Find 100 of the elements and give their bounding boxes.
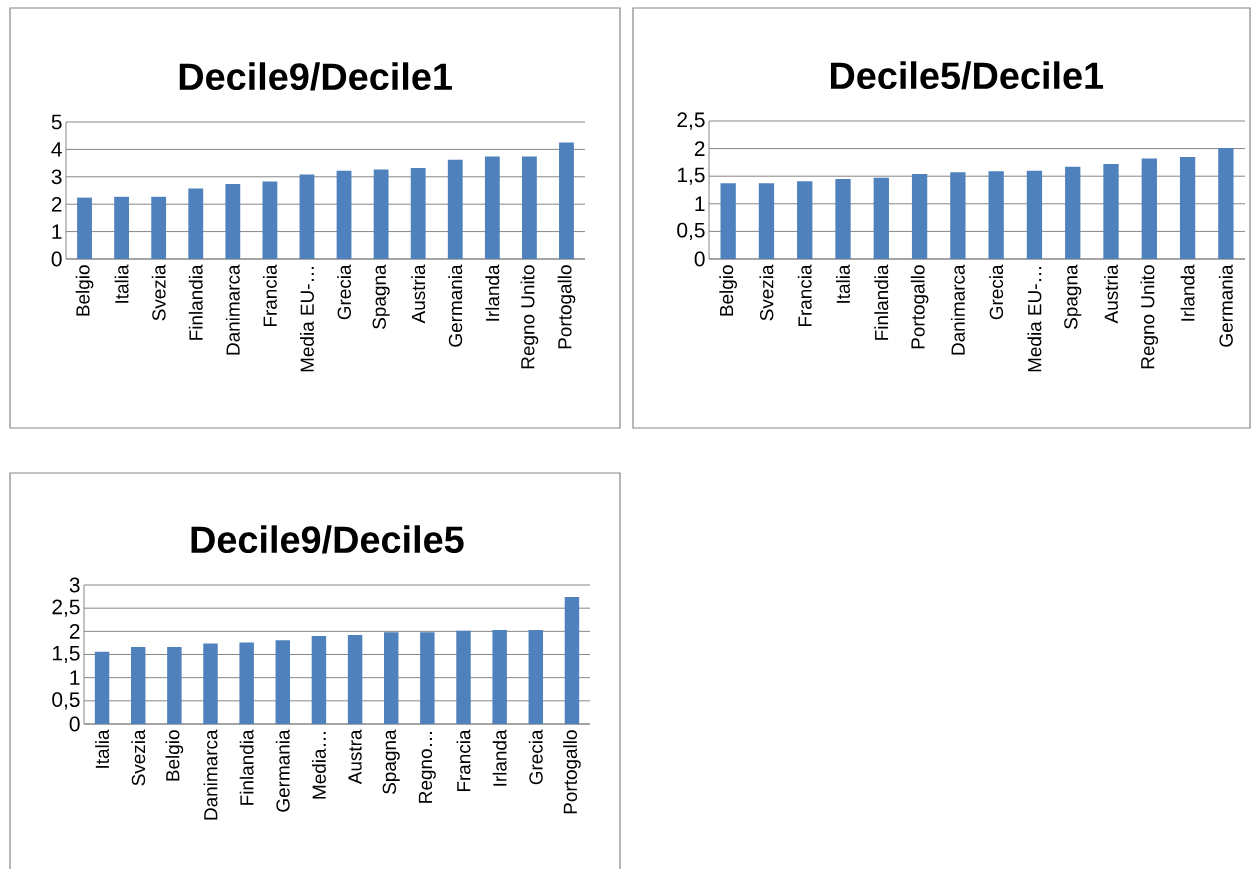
y-tick-label: 5: [51, 114, 62, 130]
x-tick-label: Danimarca: [225, 264, 240, 355]
bar: [188, 188, 204, 259]
x-tick-label: Media EU-…: [1027, 267, 1042, 372]
x-tick-label: Regno Unito: [1140, 265, 1159, 369]
y-tick-label: 3: [51, 169, 62, 185]
bar: [1218, 148, 1234, 259]
x-tick-label: Portogallo: [910, 265, 929, 349]
bar: [528, 629, 544, 724]
bar: [336, 170, 352, 259]
bar: [950, 172, 966, 259]
bar: [758, 183, 775, 259]
y-tick-label: 1,5: [52, 645, 80, 664]
x-tick-label: Austria: [411, 264, 426, 324]
x-tick-label: Belgio: [165, 730, 184, 781]
x-tick-label: Finlandia: [188, 264, 203, 340]
x-tick-label: Svezia: [151, 264, 166, 321]
chart-title: Decile5/Decile1: [830, 61, 1104, 90]
bar: [262, 181, 278, 259]
y-tick-label: 0: [51, 251, 62, 267]
bar: [299, 174, 315, 259]
y-tick-label: 0,5: [52, 692, 80, 710]
x-tick-label: Austria: [1104, 264, 1118, 324]
bar: [911, 173, 928, 259]
x-tick-label: Irlanda: [492, 729, 507, 786]
bar: [873, 177, 889, 259]
x-tick-label: Italia: [836, 264, 850, 303]
y-tick-label: 2: [69, 624, 80, 639]
bar: [835, 178, 851, 259]
chart-title: Decile9/Decile5: [191, 525, 464, 554]
y-tick-label: 2: [694, 141, 705, 156]
bar: [492, 629, 507, 724]
x-tick-label: Finlandia: [239, 729, 254, 805]
bar: [347, 635, 363, 724]
bar: [239, 642, 254, 724]
x-tick-label: Svezia: [131, 729, 146, 786]
bar: [130, 647, 146, 724]
bar: [420, 632, 435, 724]
x-tick-label: Grecia: [989, 264, 1004, 320]
bar: [1141, 158, 1157, 259]
x-tick-label: Svezia: [759, 264, 774, 321]
bar: [203, 643, 218, 724]
x-tick-label: Portogallo: [563, 730, 581, 814]
bar: [94, 651, 110, 724]
y-tick-label: 1: [695, 196, 705, 211]
x-tick-label: Francia: [262, 264, 277, 327]
bar: [988, 171, 1004, 259]
y-tick-label: 1: [70, 670, 80, 685]
x-tick-label: Belgio: [75, 265, 94, 316]
x-tick-label: Spagna: [372, 264, 390, 329]
y-tick-label: 2,5: [677, 112, 705, 130]
y-tick-label: 0: [69, 716, 80, 732]
x-tick-label: Francia: [456, 729, 471, 792]
bar: [521, 156, 537, 259]
x-tick-label: Belgio: [719, 265, 737, 316]
x-tick-label: Germania: [275, 729, 290, 812]
bar: [797, 181, 813, 259]
y-tick-label: 2,5: [52, 599, 80, 617]
bar: [456, 630, 471, 724]
x-tick-label: Media…: [311, 732, 326, 799]
x-tick-label: Austra: [348, 729, 362, 785]
bar: [1026, 170, 1043, 259]
bar: [151, 196, 167, 259]
bar: [311, 635, 327, 724]
y-tick-label: 0: [694, 251, 705, 267]
x-tick-label: Spagna: [382, 729, 400, 794]
bar: [383, 632, 399, 724]
bar: [225, 183, 241, 259]
x-tick-label: Grecia: [528, 729, 543, 785]
x-tick-label: Germania: [448, 264, 463, 347]
bar: [1179, 156, 1196, 259]
y-tick-label: 4: [51, 142, 62, 157]
x-tick-label: Grecia: [337, 264, 351, 320]
bar: [720, 183, 736, 259]
x-tick-label: Germania: [1218, 264, 1233, 347]
x-tick-label: Danimarca: [950, 264, 965, 355]
y-tick-label: 3: [69, 577, 80, 593]
y-tick-label: 1: [52, 224, 62, 239]
bar: [484, 156, 500, 259]
x-tick-label: Portogallo: [557, 265, 576, 349]
y-tick-label: 1,5: [678, 167, 705, 185]
bar: [559, 142, 574, 259]
y-tick-label: 2: [51, 196, 62, 212]
bar: [1103, 164, 1119, 259]
x-tick-label: Spagna: [1064, 264, 1082, 329]
x-tick-label: Danimarca: [203, 729, 218, 820]
x-tick-label: Italia: [114, 264, 129, 303]
x-tick-label: Irlanda: [485, 264, 500, 321]
bar: [167, 647, 182, 724]
bar: [77, 197, 92, 259]
x-tick-label: Italia: [95, 729, 110, 768]
x-tick-label: Irlanda: [1180, 264, 1195, 321]
bar: [373, 169, 389, 259]
bar: [564, 597, 580, 724]
bar: [447, 159, 463, 259]
bar: [410, 168, 426, 259]
x-tick-label: Regno…: [418, 732, 436, 803]
x-tick-label: Francia: [797, 264, 812, 327]
chart-title: Decile9/Decile1: [179, 62, 452, 91]
bar: [114, 196, 130, 259]
